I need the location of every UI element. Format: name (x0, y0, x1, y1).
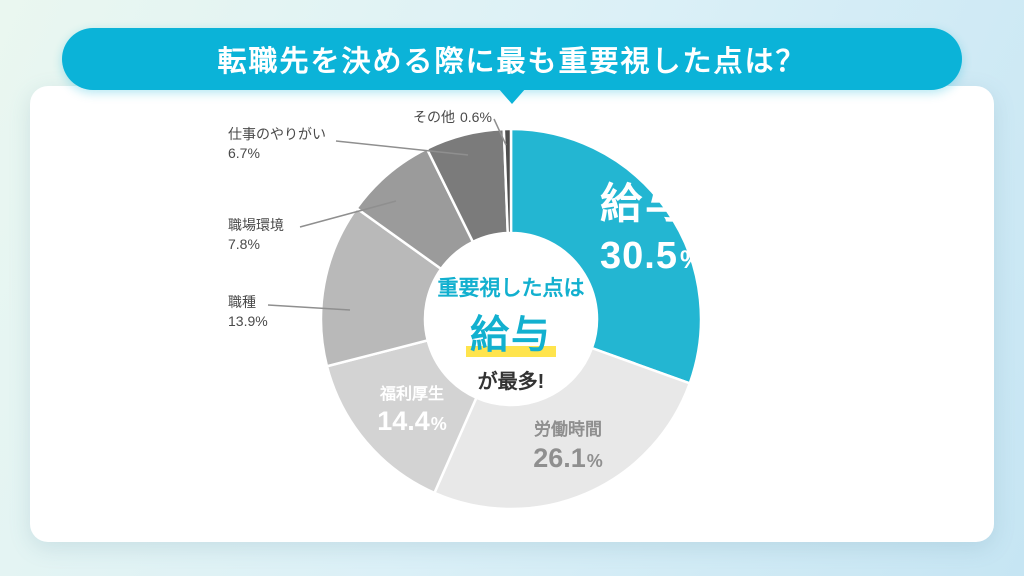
segment-name: 職種 (228, 294, 256, 310)
highlighted-word: 給与 (465, 314, 556, 357)
segment-value: 30.5% (600, 235, 703, 278)
label-workplace-environment: 職場環境 7.8% (228, 216, 284, 254)
segment-name: 福利厚生 (379, 386, 444, 403)
label-benefits: 福利厚生 14.4% (350, 380, 474, 437)
value-number: 30.5 (600, 235, 678, 277)
title-banner: 転職先を決める際に最も重要視した点は？ (62, 28, 962, 90)
segment-value: 6.7% (228, 144, 326, 163)
center-label: 重要視した点は 給与 が最多! (411, 272, 611, 394)
value-number: 13.9 (228, 313, 256, 329)
segment-value: 13.9% (228, 312, 268, 331)
value-number: 7.8 (228, 236, 248, 252)
percent-sign: % (679, 246, 704, 274)
leader-line-shokuba (299, 200, 397, 228)
segment-value: 0.6% (460, 109, 492, 125)
page-title: 転職先を決める際に最も重要視した点は？ (217, 46, 807, 78)
segment-value: 26.1% (503, 443, 633, 474)
center-line-2: 給与 (411, 304, 611, 360)
pie-slice-6 (502, 127, 513, 235)
label-job-satisfaction: 仕事のやりがい 6.7% (228, 125, 326, 163)
label-working-hours: 労働時間 26.1% (503, 415, 633, 474)
segment-name: 給与 (600, 180, 691, 227)
segment-name: 職場環境 (228, 217, 284, 233)
center-line-1: 重要視した点は (437, 277, 585, 300)
percent-sign: % (479, 109, 492, 125)
donut-slices (319, 127, 703, 511)
value-number: 14.4 (377, 406, 430, 436)
value-number: 6.7 (228, 145, 248, 161)
percent-sign: % (430, 414, 447, 434)
percent-sign: % (586, 451, 603, 471)
label-job-type: 職種 13.9% (228, 293, 268, 331)
segment-name: 仕事のやりがい (228, 126, 326, 142)
percent-sign: % (247, 236, 260, 252)
leader-line-yarigai (335, 140, 469, 156)
pie-slice-1 (432, 346, 692, 511)
percent-sign: % (255, 313, 268, 329)
leader-line-shokushu (267, 304, 351, 311)
segment-name: 労働時間 (534, 420, 602, 439)
segment-value: 14.4% (350, 406, 474, 437)
leader-line-sonota (493, 118, 507, 146)
percent-sign: % (247, 145, 260, 161)
label-salary: 給与 30.5% (600, 170, 703, 278)
segment-name: その他 (413, 109, 455, 125)
pie-slice-0 (509, 127, 703, 385)
value-number: 0.6 (460, 109, 480, 125)
banner-pointer-icon (498, 88, 526, 104)
center-line-3: が最多! (477, 371, 545, 393)
label-other: その他 0.6% (413, 107, 492, 127)
leader-lines (267, 118, 507, 311)
segment-value: 7.8% (228, 235, 284, 254)
value-number: 26.1 (533, 443, 586, 473)
